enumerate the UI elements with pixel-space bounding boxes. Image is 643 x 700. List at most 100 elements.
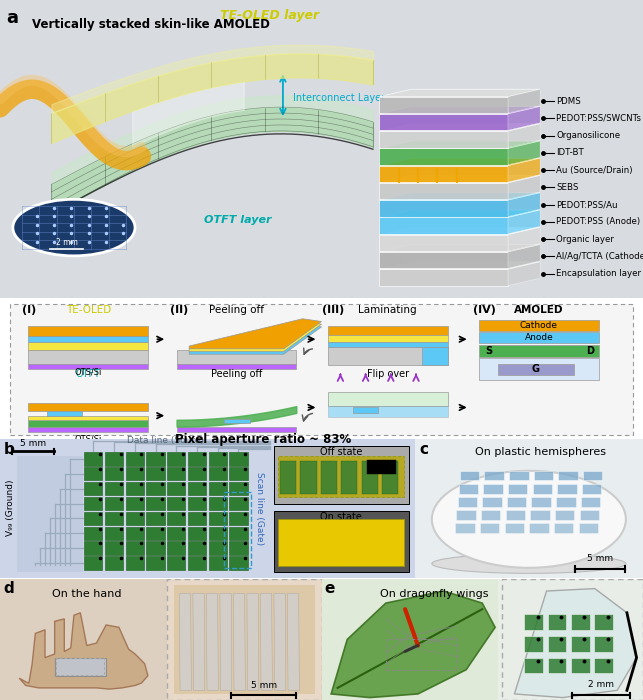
Polygon shape: [206, 594, 219, 690]
FancyBboxPatch shape: [322, 579, 643, 700]
Text: OTS/Si: OTS/Si: [75, 368, 102, 376]
Text: Interconnect Layer: Interconnect Layer: [293, 93, 385, 103]
Polygon shape: [508, 193, 540, 216]
FancyBboxPatch shape: [595, 636, 613, 652]
Polygon shape: [189, 321, 322, 351]
Text: S: S: [485, 346, 493, 356]
FancyBboxPatch shape: [529, 523, 548, 533]
FancyBboxPatch shape: [28, 337, 149, 342]
Polygon shape: [189, 318, 322, 349]
FancyBboxPatch shape: [208, 482, 227, 496]
FancyBboxPatch shape: [530, 510, 550, 520]
FancyBboxPatch shape: [167, 452, 185, 466]
FancyBboxPatch shape: [28, 402, 149, 411]
FancyBboxPatch shape: [571, 636, 590, 652]
Text: Flip over: Flip over: [367, 370, 409, 379]
FancyBboxPatch shape: [105, 497, 123, 510]
FancyBboxPatch shape: [328, 326, 448, 335]
Text: IDT-BT: IDT-BT: [556, 148, 584, 158]
FancyBboxPatch shape: [415, 439, 643, 578]
FancyBboxPatch shape: [188, 452, 206, 466]
FancyBboxPatch shape: [28, 416, 149, 420]
FancyBboxPatch shape: [224, 419, 249, 423]
Text: 5 mm: 5 mm: [251, 681, 276, 690]
FancyBboxPatch shape: [84, 542, 102, 555]
FancyBboxPatch shape: [84, 526, 102, 540]
FancyBboxPatch shape: [534, 470, 553, 480]
FancyBboxPatch shape: [147, 482, 165, 496]
Polygon shape: [508, 124, 540, 148]
FancyBboxPatch shape: [509, 470, 529, 480]
Polygon shape: [19, 612, 148, 689]
Ellipse shape: [432, 554, 626, 573]
FancyBboxPatch shape: [125, 512, 144, 525]
Text: Organosilicone: Organosilicone: [556, 131, 620, 140]
Text: Encapsulation layer: Encapsulation layer: [556, 270, 641, 278]
Polygon shape: [508, 89, 540, 113]
FancyBboxPatch shape: [125, 452, 144, 466]
Polygon shape: [386, 647, 457, 664]
FancyBboxPatch shape: [548, 636, 566, 652]
FancyBboxPatch shape: [188, 556, 206, 570]
Text: Scan line (Gate): Scan line (Gate): [255, 472, 264, 545]
FancyBboxPatch shape: [208, 452, 227, 466]
FancyBboxPatch shape: [188, 512, 206, 525]
FancyBboxPatch shape: [458, 484, 478, 494]
Polygon shape: [247, 594, 258, 690]
Text: PEDOT:PSS/SWCNTs (Gate): PEDOT:PSS/SWCNTs (Gate): [556, 114, 643, 123]
FancyBboxPatch shape: [105, 526, 123, 540]
FancyBboxPatch shape: [460, 470, 479, 480]
FancyBboxPatch shape: [328, 335, 448, 342]
Polygon shape: [331, 591, 495, 698]
Polygon shape: [508, 228, 540, 251]
Polygon shape: [379, 124, 540, 131]
FancyBboxPatch shape: [147, 556, 165, 570]
FancyBboxPatch shape: [188, 497, 206, 510]
FancyBboxPatch shape: [147, 467, 165, 480]
FancyBboxPatch shape: [125, 542, 144, 555]
FancyBboxPatch shape: [382, 461, 398, 494]
Text: (II): (II): [170, 305, 188, 315]
FancyBboxPatch shape: [55, 657, 106, 676]
Polygon shape: [379, 148, 508, 164]
FancyBboxPatch shape: [321, 461, 337, 494]
Text: Au (Source/Drain): Au (Source/Drain): [556, 166, 633, 175]
FancyBboxPatch shape: [28, 326, 149, 337]
Polygon shape: [508, 158, 540, 182]
FancyBboxPatch shape: [125, 556, 144, 570]
FancyBboxPatch shape: [274, 511, 408, 572]
Text: OTFT: OTFT: [76, 370, 101, 379]
Text: Laminating: Laminating: [358, 305, 417, 315]
FancyBboxPatch shape: [174, 585, 315, 694]
FancyBboxPatch shape: [328, 393, 448, 406]
Polygon shape: [379, 176, 540, 183]
Polygon shape: [274, 594, 286, 690]
FancyBboxPatch shape: [167, 497, 185, 510]
Text: Cathode: Cathode: [520, 321, 558, 330]
Polygon shape: [379, 262, 540, 270]
Text: (III): (III): [322, 305, 344, 315]
Text: Peeling off: Peeling off: [211, 370, 262, 379]
FancyBboxPatch shape: [208, 526, 227, 540]
FancyBboxPatch shape: [28, 426, 149, 432]
FancyBboxPatch shape: [28, 350, 149, 364]
FancyBboxPatch shape: [125, 497, 144, 510]
Text: b: b: [4, 442, 15, 456]
FancyBboxPatch shape: [167, 579, 322, 700]
Polygon shape: [379, 158, 540, 166]
Polygon shape: [379, 114, 508, 130]
Text: e: e: [325, 581, 335, 596]
FancyBboxPatch shape: [328, 406, 448, 417]
FancyBboxPatch shape: [300, 461, 316, 494]
FancyBboxPatch shape: [556, 497, 575, 507]
FancyBboxPatch shape: [479, 332, 599, 343]
Polygon shape: [508, 262, 540, 286]
Text: Al/Ag/TCTA (Cathode): Al/Ag/TCTA (Cathode): [556, 252, 643, 261]
FancyBboxPatch shape: [479, 344, 599, 357]
Polygon shape: [379, 106, 540, 114]
Polygon shape: [386, 630, 457, 647]
Polygon shape: [379, 97, 508, 113]
Text: On dragonfly wings: On dragonfly wings: [380, 589, 488, 598]
Text: PEDOT:PSS/Au: PEDOT:PSS/Au: [556, 200, 618, 209]
Polygon shape: [379, 244, 540, 252]
